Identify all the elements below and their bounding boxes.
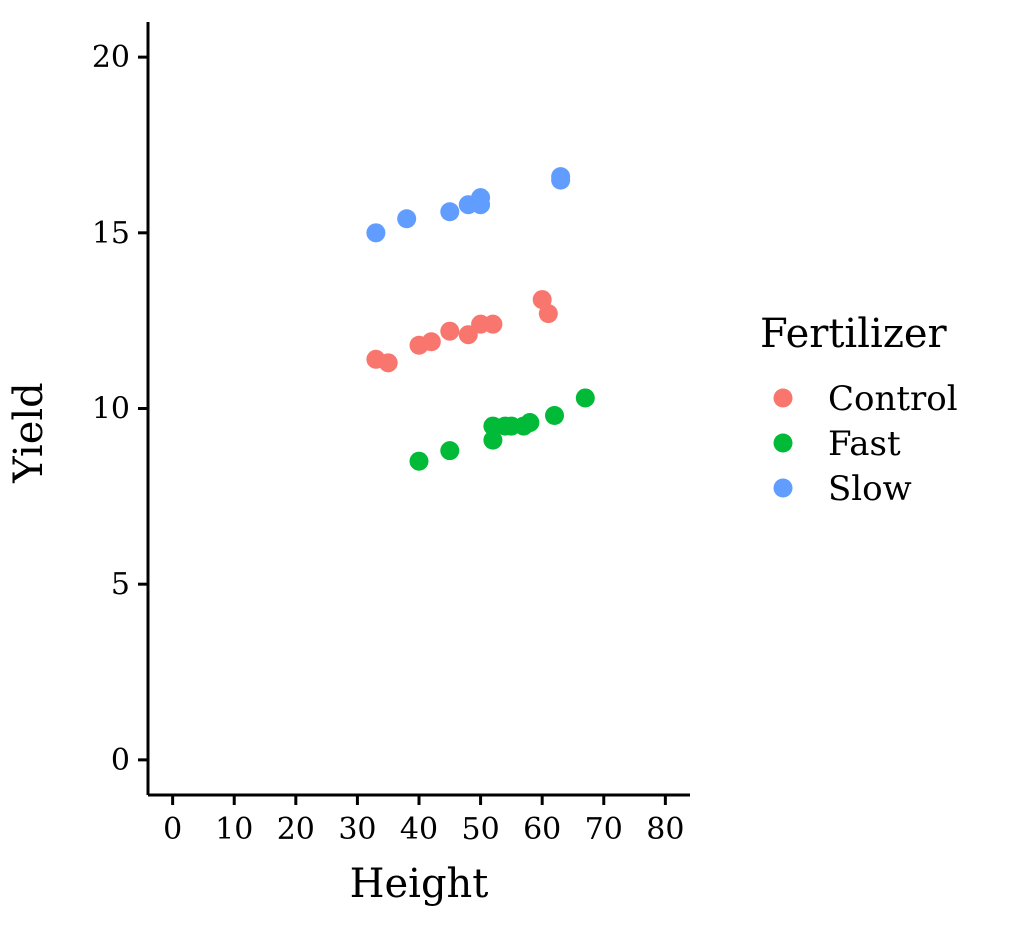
point-control	[421, 332, 441, 352]
point-slow	[471, 188, 491, 208]
x-tick-label: 10	[215, 812, 253, 847]
legend-label-slow: Slow	[828, 469, 912, 509]
point-fast	[440, 441, 460, 461]
x-axis: 0 10 20 30 40 50 60 70 80	[148, 793, 690, 847]
point-slow	[551, 167, 571, 187]
point-fast	[483, 430, 503, 450]
legend-label-fast: Fast	[828, 424, 901, 464]
point-control	[538, 304, 558, 324]
point-fast	[575, 388, 595, 408]
legend-title: Fertilizer	[760, 311, 948, 357]
plot-area	[366, 167, 595, 471]
point-control	[378, 353, 398, 373]
x-tick-label: 70	[585, 812, 623, 847]
point-fast	[545, 406, 564, 426]
y-axis: 0 5 10 15 20	[92, 22, 150, 795]
legend-label-control: Control	[828, 379, 958, 419]
y-tick-label: 20	[92, 40, 130, 75]
x-tick-label: 30	[338, 812, 376, 847]
x-tick-label: 50	[461, 812, 499, 847]
x-tick-label: 60	[523, 812, 561, 847]
x-tick-label: 20	[277, 812, 315, 847]
y-tick-label: 10	[92, 392, 130, 427]
point-slow	[397, 209, 417, 229]
y-tick-label: 15	[92, 216, 130, 251]
legend-key-control	[773, 388, 793, 408]
legend-key-slow	[773, 478, 793, 498]
y-axis-title: Yield	[6, 382, 52, 484]
legend: Fertilizer Control Fast Slow	[760, 311, 958, 509]
point-fast	[520, 413, 540, 433]
point-control	[440, 321, 460, 341]
y-tick-label: 0	[111, 743, 130, 778]
x-tick-label: 80	[646, 812, 684, 847]
point-slow	[366, 223, 386, 243]
point-control	[458, 325, 478, 345]
x-tick-label: 0	[163, 812, 182, 847]
x-tick-label: 40	[400, 812, 438, 847]
y-tick-label: 5	[111, 567, 130, 602]
point-slow	[440, 202, 460, 222]
point-fast	[409, 451, 429, 471]
legend-key-fast	[773, 433, 793, 453]
point-control	[483, 314, 503, 334]
x-axis-title: Height	[350, 861, 489, 907]
